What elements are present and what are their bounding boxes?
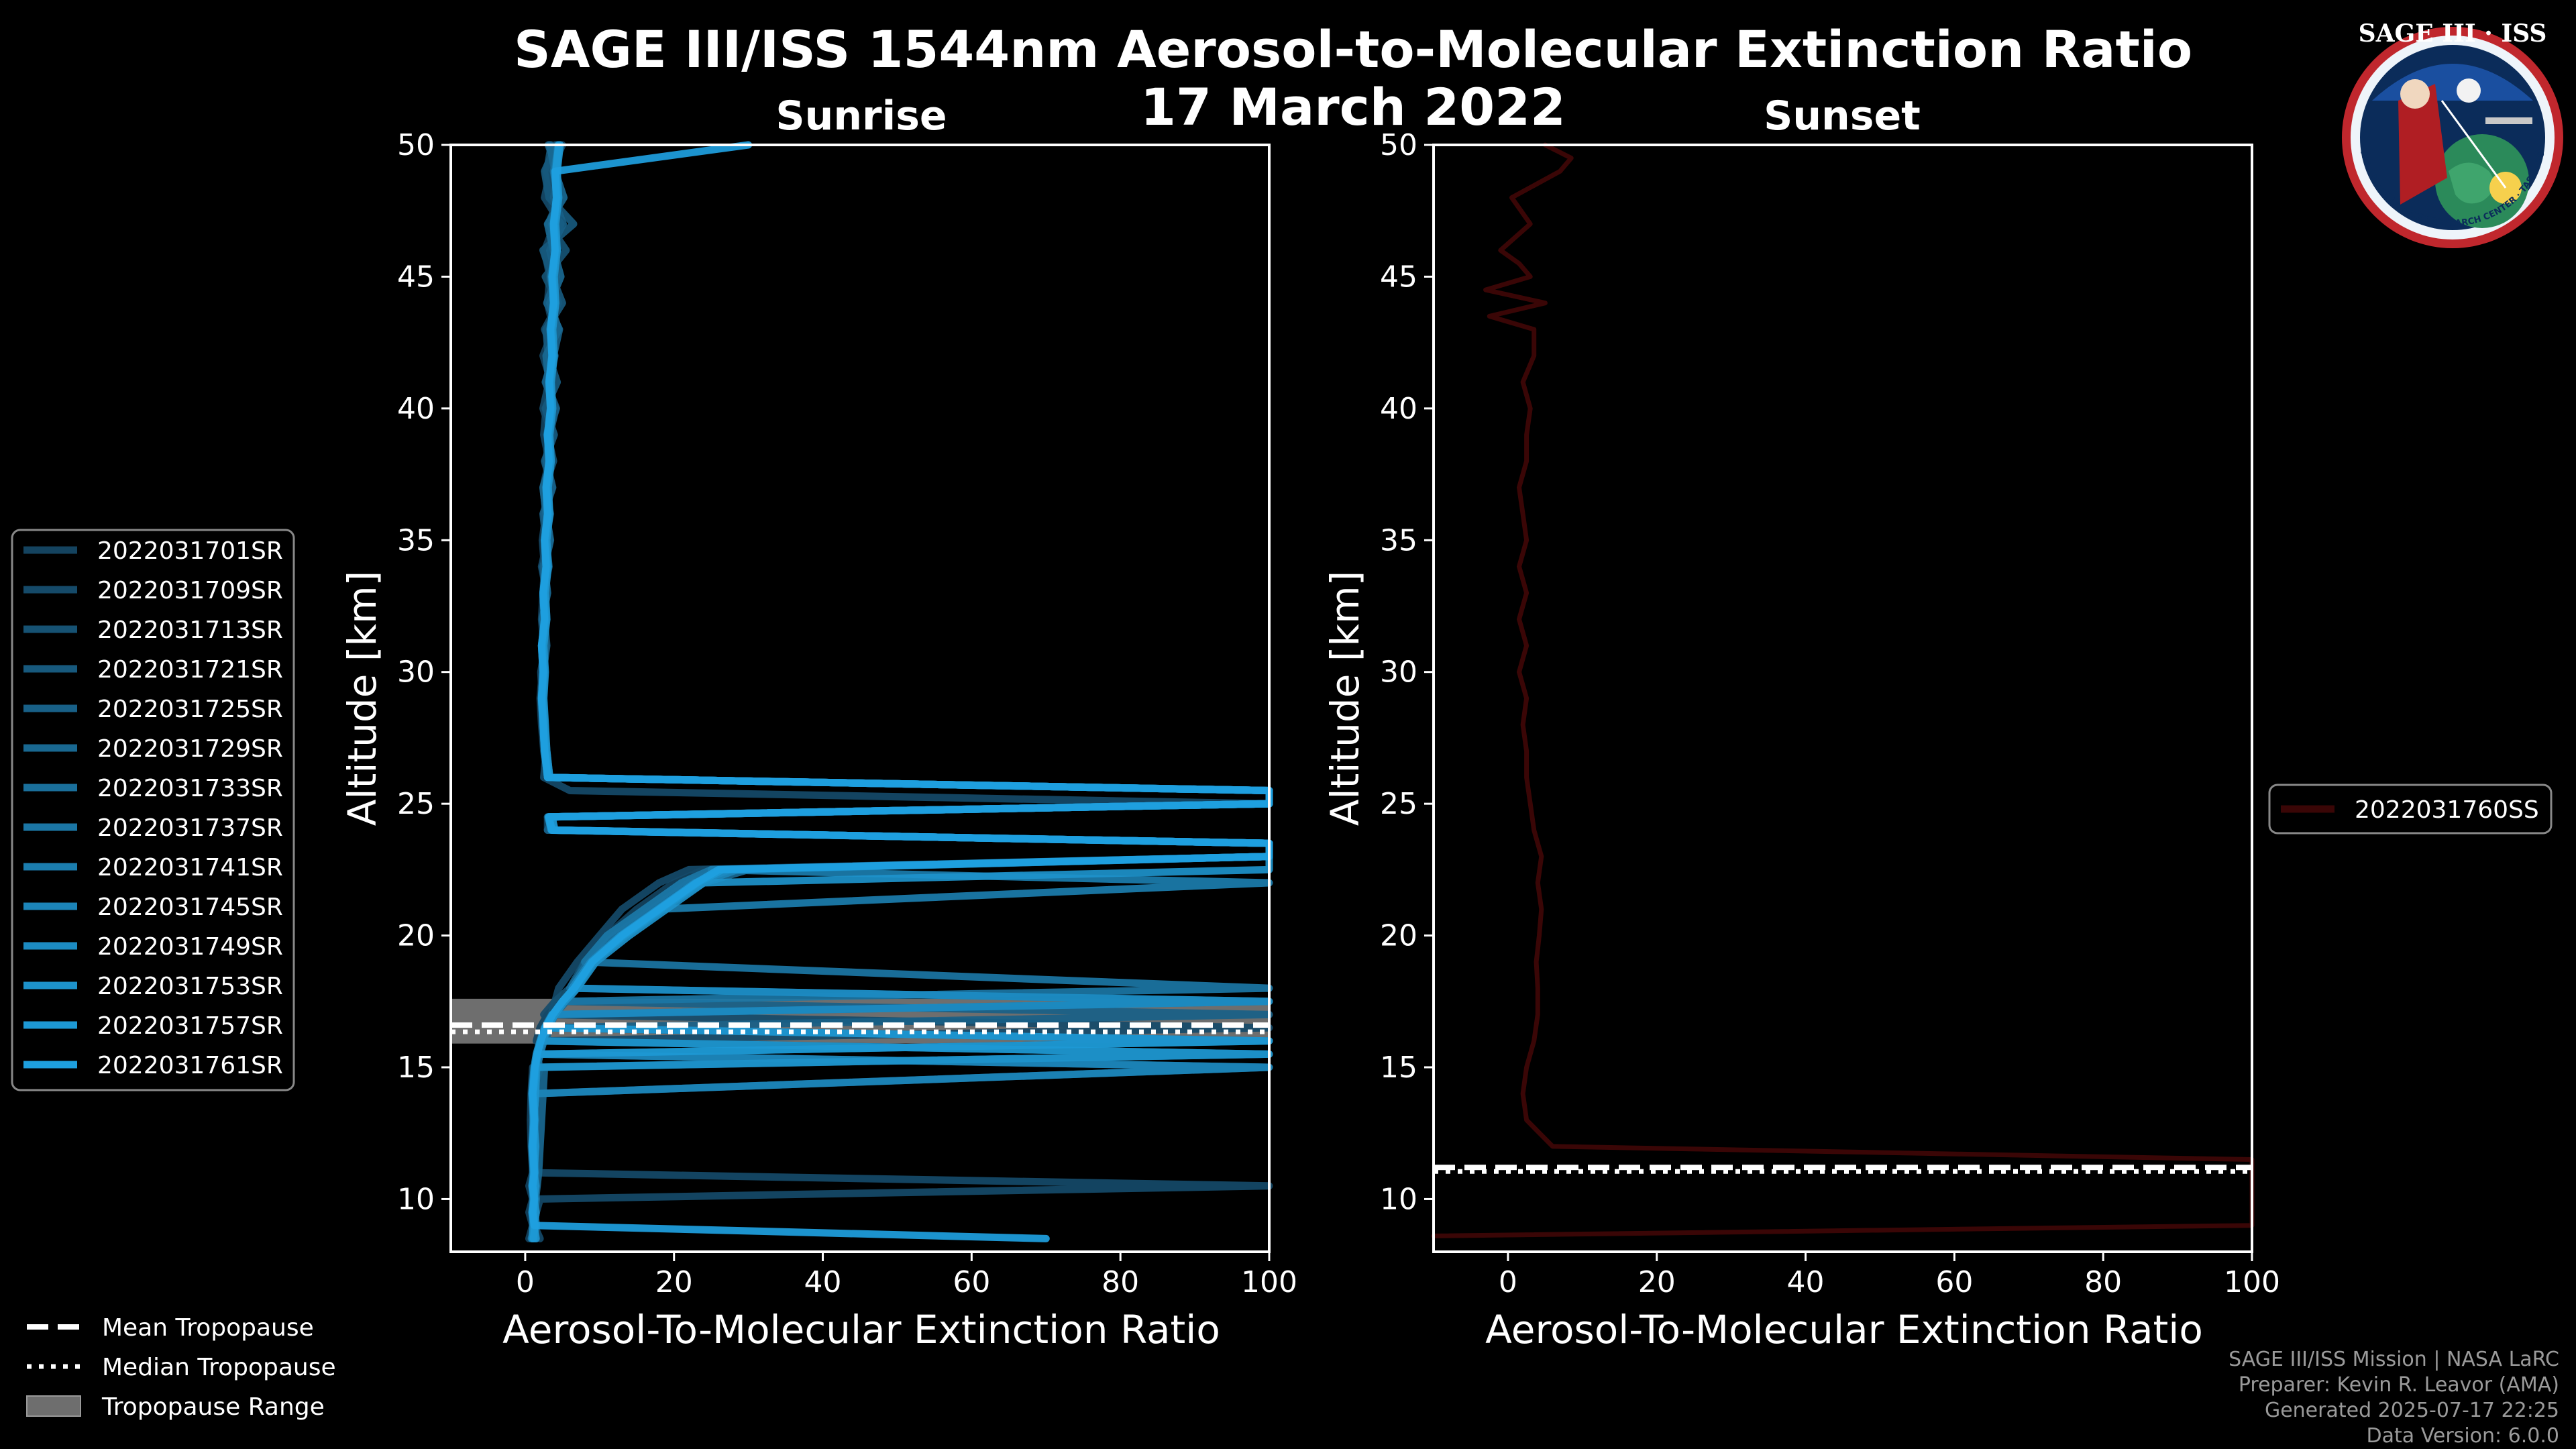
- continent-icon: [2449, 162, 2494, 204]
- legend-label-2022031725SR: 2022031725SR: [97, 696, 283, 723]
- y-tick-label: 20: [397, 919, 435, 953]
- legend-label-2022031729SR: 2022031729SR: [97, 735, 283, 763]
- x-tick-label: 0: [516, 1265, 535, 1299]
- legend-label-2022031709SR: 2022031709SR: [97, 577, 283, 604]
- iss-icon: [2485, 117, 2532, 124]
- tropopause-legend-label: Mean Tropopause: [102, 1314, 314, 1342]
- x-tick-label: 20: [655, 1265, 693, 1299]
- legend-label-2022031745SR: 2022031745SR: [97, 894, 283, 921]
- y-tick-label: 30: [397, 655, 435, 690]
- tropopause-legend: Mean Tropopause Median Tropopause Tropopau…: [26, 1314, 336, 1421]
- astronomer-head-icon: [2400, 79, 2430, 109]
- legend-label-2022031721SR: 2022031721SR: [97, 656, 283, 684]
- y-tick-label: 35: [397, 523, 435, 557]
- credit-line: Generated 2025-07-17 22:25: [2265, 1399, 2559, 1422]
- figure-title: SAGE III/ISS 1544nm Aerosol-to-Molecular…: [514, 19, 2192, 79]
- x-tick-label: 100: [2224, 1265, 2280, 1299]
- y-tick-label: 25: [1380, 787, 1417, 821]
- y-tick-label: 10: [1380, 1182, 1417, 1216]
- y-tick-label: 50: [1380, 128, 1417, 162]
- sunrise-tropopause-lines: [451, 1022, 1269, 1034]
- y-tick-label: 25: [397, 787, 435, 821]
- legend-tropopause-range-swatch: [26, 1395, 81, 1417]
- legend-label-2022031701SR: 2022031701SR: [97, 537, 283, 565]
- x-tick-label: 60: [953, 1265, 990, 1299]
- tropopause-legend-label: Median Tropopause: [102, 1354, 336, 1381]
- legend-label-2022031741SR: 2022031741SR: [97, 854, 283, 881]
- y-tick-label: 10: [397, 1182, 435, 1216]
- sunset-y-axis-label: Altitude [km]: [1322, 571, 1368, 826]
- sunset-profiles: [1431, 142, 2255, 1238]
- sunset-panel-title: Sunset: [1764, 93, 1921, 140]
- sunrise-panel-title: Sunrise: [775, 93, 947, 140]
- sunset-x-axis-label: Aerosol-To-Molecular Extinction Ratio: [1485, 1307, 2203, 1352]
- sunrise-plot-frame: [449, 144, 1271, 1253]
- sunrise-plot-background: [451, 145, 1269, 1252]
- sunset-tropopause-lines: [1434, 1165, 2252, 1174]
- profile-line-2022031760SS: [1431, 142, 2255, 1238]
- y-tick-label: 40: [1380, 392, 1417, 426]
- legend-label-2022031749SR: 2022031749SR: [97, 933, 283, 961]
- astronomer-robe-icon: [2398, 84, 2447, 205]
- x-tick-label: 80: [1102, 1265, 1139, 1299]
- y-tick-label: 45: [1380, 260, 1417, 294]
- y-tick-label: 45: [397, 260, 435, 294]
- y-tick-label: 20: [1380, 919, 1417, 953]
- y-tick-label: 30: [1380, 655, 1417, 690]
- x-tick-label: 60: [1935, 1265, 1973, 1299]
- sunrise-x-axis-label: Aerosol-To-Molecular Extinction Ratio: [502, 1307, 1220, 1352]
- sunrise-y-axis-label: Altitude [km]: [339, 571, 385, 826]
- light-ray-icon: [2440, 100, 2507, 189]
- credits-block: SAGE III/ISS Mission | NASA LaRCPreparer…: [2229, 1348, 2559, 1448]
- x-tick-label: 20: [1638, 1265, 1676, 1299]
- legend-label-2022031753SR: 2022031753SR: [97, 973, 283, 1000]
- sunrise-legend-frame: [11, 529, 295, 1091]
- legend-label-2022031760SS: 2022031760SS: [2355, 796, 2539, 824]
- sunrise-legend: 2022031701SR 2022031709SR 2022031713SR 2022…: [11, 529, 295, 1091]
- sunset-ticks: 0 20 40 60 80 100 10 15 20 25 30 35 40 45 50: [1380, 128, 2280, 1299]
- tropopause-legend-label: Tropopause Range: [101, 1393, 325, 1421]
- y-tick-label: 35: [1380, 523, 1417, 557]
- x-tick-label: 80: [2084, 1265, 2122, 1299]
- sunset-plot-frame: [1432, 144, 2253, 1253]
- legend-label-2022031737SR: 2022031737SR: [97, 814, 283, 842]
- y-tick-label: 15: [1380, 1051, 1417, 1085]
- sunset-axes: 0 20 40 60 80 100 10 15 20 25 30 35 40 45 50 Aerosol-T…: [1322, 128, 2280, 1352]
- sunset-legend-frame: [2268, 784, 2553, 835]
- y-tick-label: 40: [397, 392, 435, 426]
- moon-icon: [2457, 78, 2481, 103]
- x-tick-label: 40: [1787, 1265, 1825, 1299]
- y-tick-label: 15: [397, 1051, 435, 1085]
- legend-label-2022031761SR: 2022031761SR: [97, 1052, 283, 1079]
- sunset-legend: 2022031760SS: [2268, 784, 2553, 835]
- logo-text: SAGE III · ISS: [2359, 19, 2547, 48]
- x-tick-label: 100: [1241, 1265, 1297, 1299]
- x-tick-label: 40: [804, 1265, 842, 1299]
- sunrise-axes: 0 20 40 60 80 100 10 15 20 25 30 35 40 45 50 Aerosol-T…: [339, 128, 1297, 1352]
- sunrise-ticks: 0 20 40 60 80 100 10 15 20 25 30 35 40 45 50: [397, 128, 1297, 1299]
- legend-label-2022031733SR: 2022031733SR: [97, 775, 283, 802]
- figure-date: 17 March 2022: [1140, 77, 1566, 137]
- legend-label-2022031713SR: 2022031713SR: [97, 616, 283, 644]
- credit-line: SAGE III/ISS Mission | NASA LaRC: [2229, 1348, 2559, 1371]
- y-tick-label: 50: [397, 128, 435, 162]
- credit-line: Preparer: Kevin R. Leavor (AMA): [2239, 1373, 2559, 1397]
- credit-line: Data Version: 6.0.0: [2367, 1424, 2559, 1448]
- x-tick-label: 0: [1499, 1265, 1517, 1299]
- legend-label-2022031757SR: 2022031757SR: [97, 1012, 283, 1040]
- sunset-plot-background: [1434, 145, 2252, 1252]
